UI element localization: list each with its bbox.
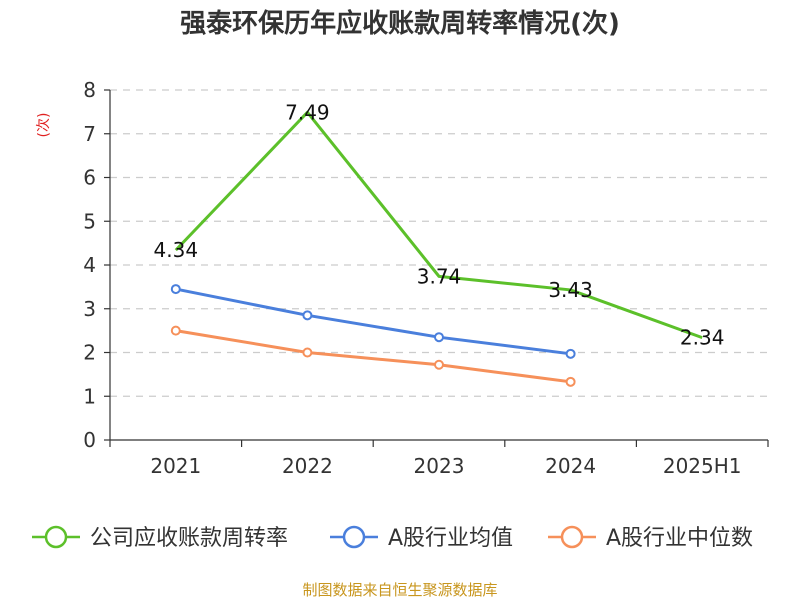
data-point xyxy=(302,310,313,321)
axes: 0 1 2 3 4 5 6 7 8 2021 2022 2023 2024 2025H1 xyxy=(83,78,769,478)
chart-title: 强泰环保历年应收账款周转率情况(次) xyxy=(180,8,620,39)
y-tick-label: 6 xyxy=(83,166,96,190)
y-tick-label: 5 xyxy=(83,209,96,233)
data-point xyxy=(170,325,181,336)
data-label: 4.34 xyxy=(154,238,199,262)
x-tick-label: 2023 xyxy=(414,454,465,478)
legend-marker xyxy=(44,525,68,549)
data-point xyxy=(565,348,576,359)
data-point xyxy=(434,332,444,343)
data-labels: 4.34 7.49 3.74 3.43 2.34 xyxy=(154,100,725,349)
x-tick-label: 2025H1 xyxy=(663,454,742,478)
data-label: 7.49 xyxy=(285,100,330,124)
data-label: 3.43 xyxy=(548,278,593,302)
data-point xyxy=(434,359,444,370)
source-note: 制图数据来自恒生聚源数据库 xyxy=(302,581,497,599)
y-tick-label: 2 xyxy=(83,341,96,365)
y-tick-label: 3 xyxy=(83,297,96,321)
x-tick-label: 2024 xyxy=(545,454,596,478)
legend: 公司应收账款周转率 A股行业均值 A股行业中位数 xyxy=(32,525,753,551)
series-group xyxy=(170,110,703,387)
data-point xyxy=(302,347,313,358)
legend-marker xyxy=(342,525,366,549)
data-point xyxy=(170,284,181,295)
data-label: 3.74 xyxy=(417,264,462,288)
y-tick-label: 4 xyxy=(83,253,96,277)
x-tick-label: 2022 xyxy=(282,454,333,478)
series-line xyxy=(174,110,703,340)
legend-label: 公司应收账款周转率 xyxy=(90,526,288,551)
y-tick-label: 8 xyxy=(83,78,96,102)
y-tick-label: 0 xyxy=(83,428,96,452)
series-line xyxy=(175,329,571,384)
x-tick-label: 2021 xyxy=(150,454,201,478)
y-tick-label: 7 xyxy=(83,122,96,146)
data-label: 2.34 xyxy=(680,326,725,350)
series-line xyxy=(175,287,571,356)
y-tick-label: 1 xyxy=(83,384,96,408)
y-axis-label: (次) xyxy=(36,113,52,138)
data-point xyxy=(565,376,576,387)
legend-label: A股行业中位数 xyxy=(606,526,753,551)
legend-label: A股行业均值 xyxy=(388,526,513,551)
legend-marker xyxy=(560,525,584,549)
grid-lines xyxy=(110,89,768,397)
